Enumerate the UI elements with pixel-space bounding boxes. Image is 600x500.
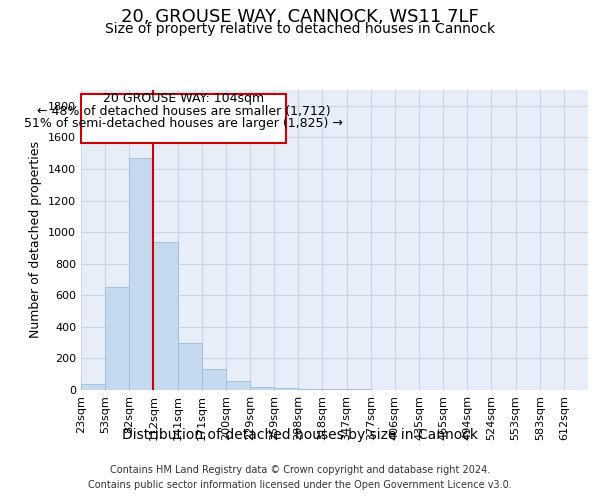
Bar — [81, 384, 105, 390]
Text: 51% of semi-detached houses are larger (1,825) →: 51% of semi-detached houses are larger (… — [24, 116, 343, 130]
Text: 20, GROUSE WAY, CANNOCK, WS11 7LF: 20, GROUSE WAY, CANNOCK, WS11 7LF — [121, 8, 479, 26]
Bar — [105, 286, 129, 390]
Bar — [274, 388, 298, 390]
Text: Size of property relative to detached houses in Cannock: Size of property relative to detached ho… — [105, 22, 495, 36]
Bar — [129, 158, 154, 390]
Bar — [202, 370, 226, 390]
Text: 20 GROUSE WAY: 104sqm: 20 GROUSE WAY: 104sqm — [103, 92, 264, 105]
Text: Distribution of detached houses by size in Cannock: Distribution of detached houses by size … — [122, 428, 478, 442]
Text: Contains HM Land Registry data © Crown copyright and database right 2024.
Contai: Contains HM Land Registry data © Crown c… — [88, 465, 512, 490]
Bar — [178, 344, 202, 390]
Bar — [226, 380, 250, 390]
Bar — [154, 242, 178, 390]
Y-axis label: Number of detached properties: Number of detached properties — [29, 142, 43, 338]
Bar — [298, 388, 322, 390]
FancyBboxPatch shape — [81, 94, 286, 143]
Bar — [250, 387, 274, 390]
Text: ← 48% of detached houses are smaller (1,712): ← 48% of detached houses are smaller (1,… — [37, 106, 331, 118]
Bar — [322, 389, 347, 390]
